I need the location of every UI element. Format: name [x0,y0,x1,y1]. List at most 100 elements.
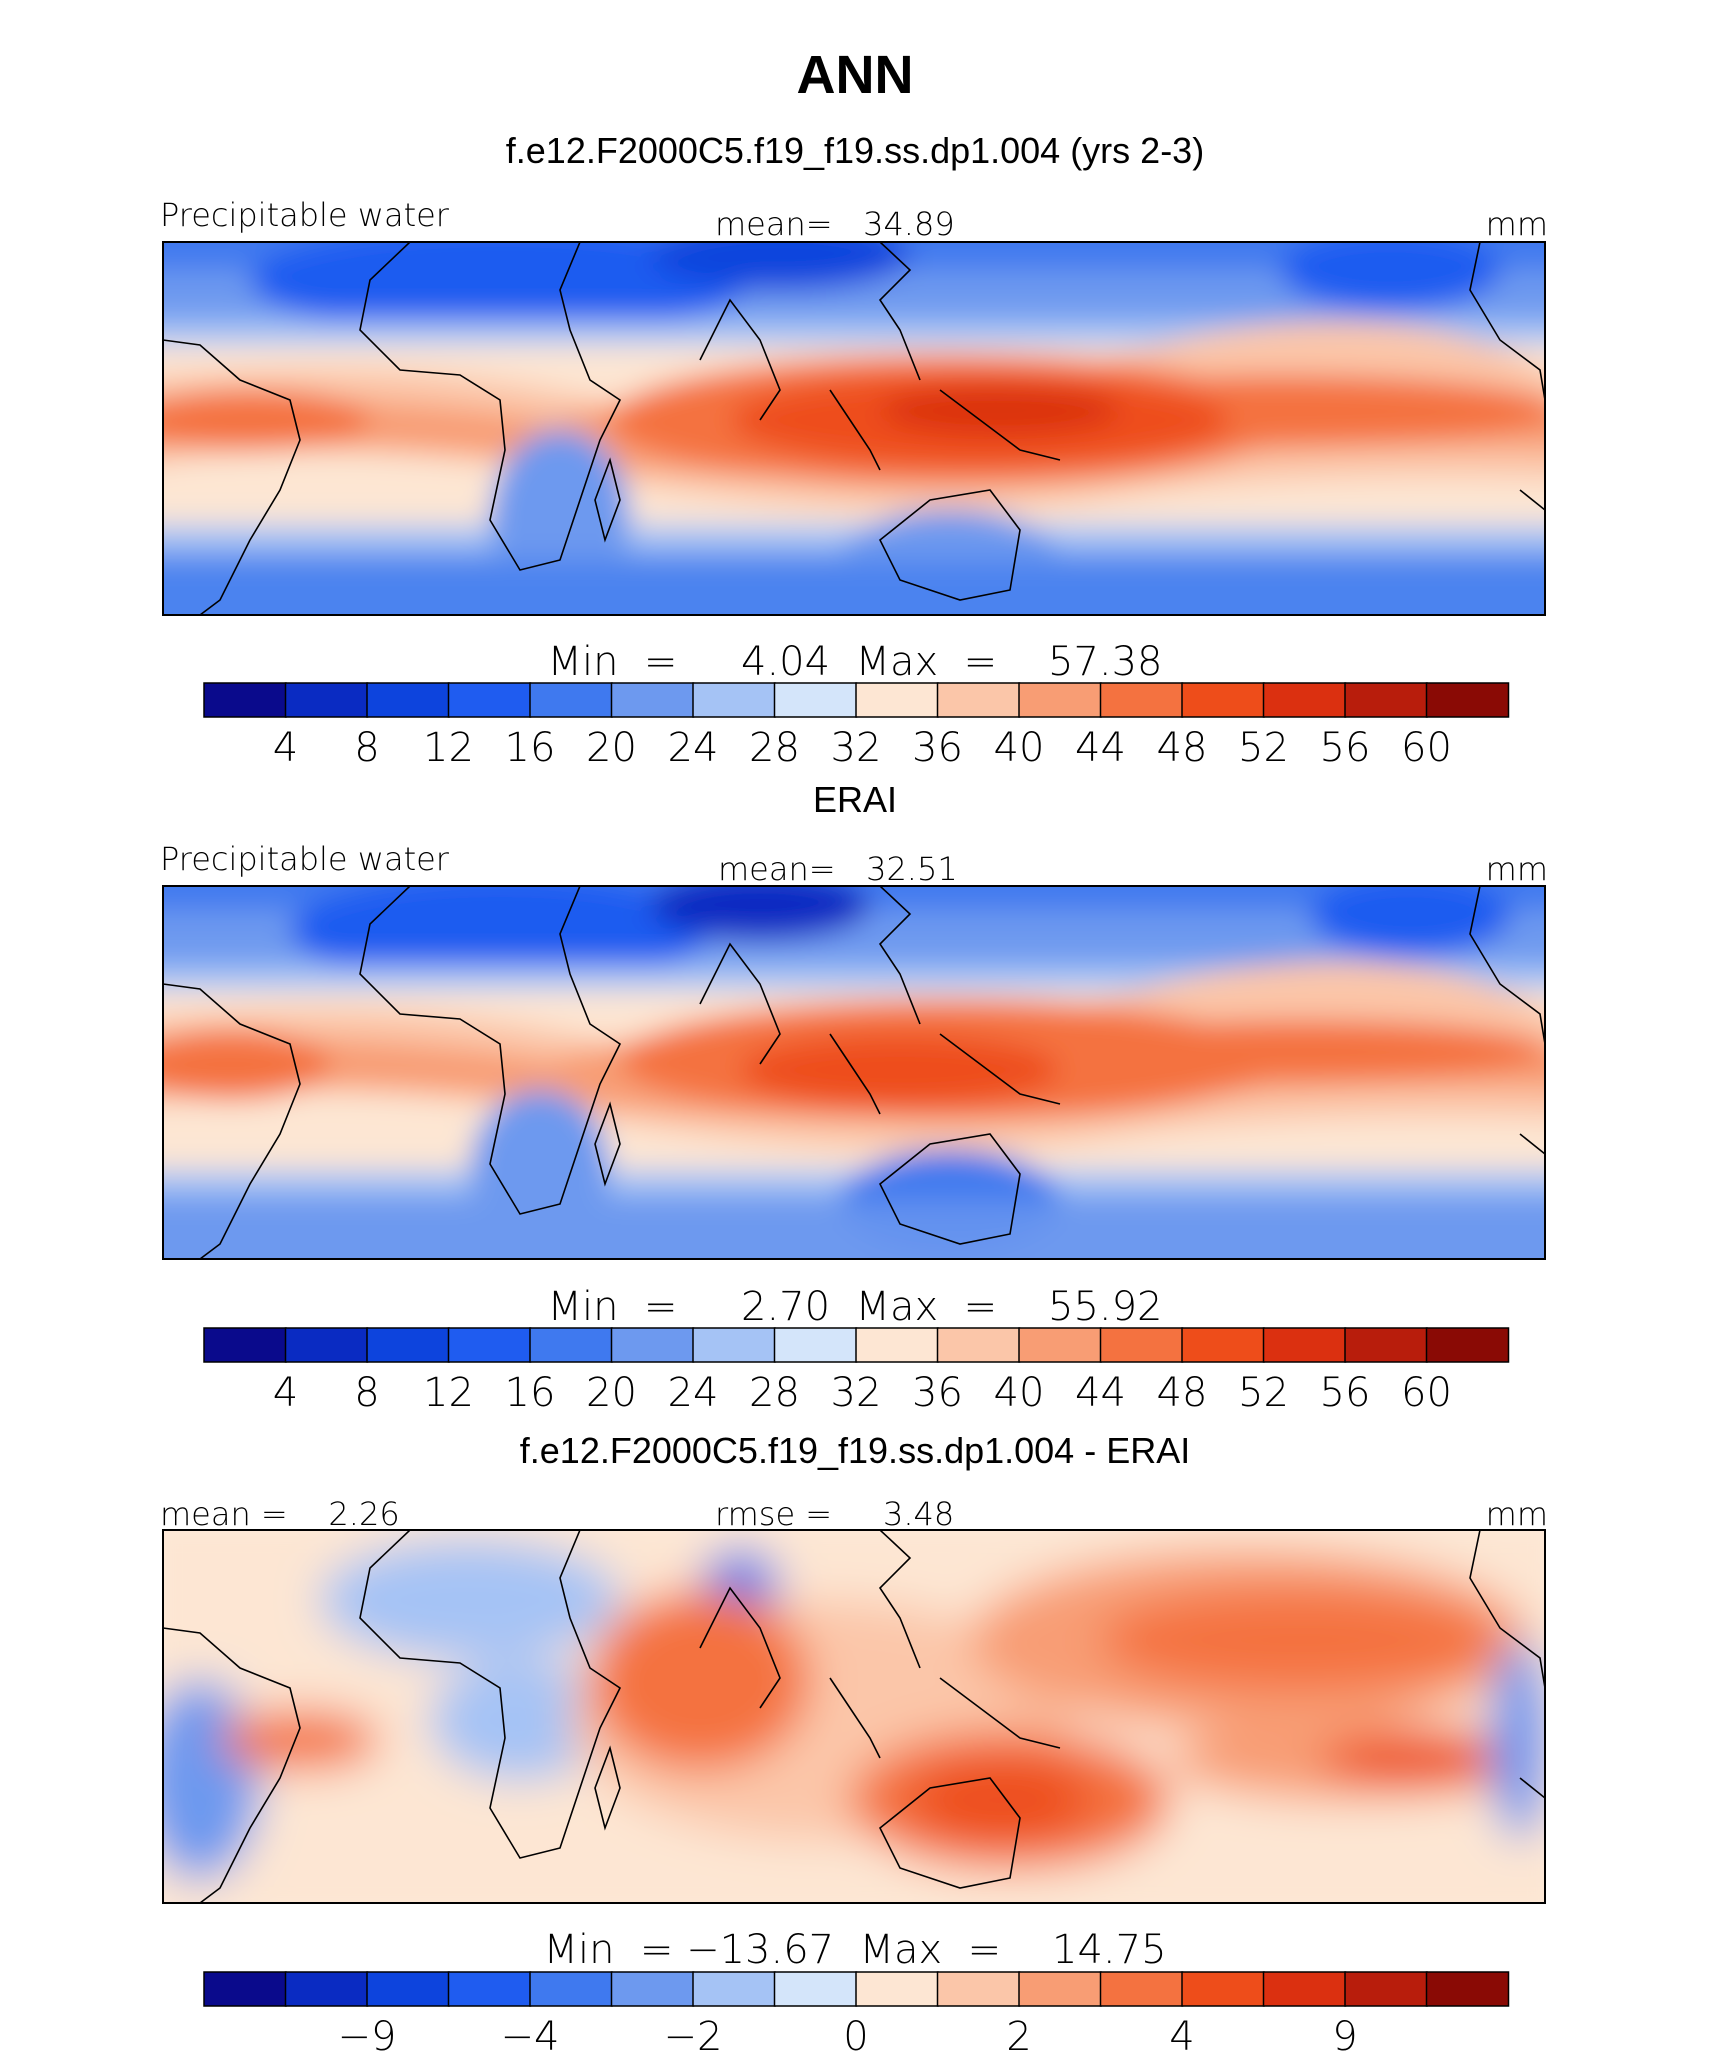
colorbar-tick-label: 36 [912,725,963,771]
colorbar-box [773,1327,858,1363]
colorbar-box [447,1327,532,1363]
colorbar-box [203,1327,287,1363]
colorbar-box [1262,682,1347,718]
colorbar-box [936,682,1021,718]
colorbar-tick-label: 40 [994,1370,1045,1416]
colorbar-tick-label: 28 [749,725,800,771]
left-label: Precipitable water [160,840,450,878]
colorbar-box [366,1971,450,2007]
colorbar-box [366,1327,450,1363]
map-frame [162,885,1546,1260]
coastlines [163,242,1545,615]
colorbar-box [1181,682,1265,718]
colorbar-tick-label: 4 [273,1370,298,1416]
colorbar-box [855,682,939,718]
colorbar-tick-label: 36 [912,1370,963,1416]
colorbar-tick-label: 20 [586,1370,637,1416]
center-label: mean= 32.51 [718,850,958,888]
center-label: rmse = 3.48 [715,1495,954,1533]
colorbar-box [936,1971,1021,2007]
panel-title: f.e12.F2000C5.f19_f19.ss.dp1.004 (yrs 2-… [506,130,1204,171]
colorbar-tick-label: 24 [668,1370,719,1416]
colorbar: 4 8 12 16 20 24 28 32 36 40 44 48 52 56 60 [203,1327,1510,1416]
colorbar-box [773,1971,858,2007]
colorbar-tick-label: 44 [1075,1370,1126,1416]
colorbar-tick-label: −9 [338,2014,397,2060]
colorbar-box [610,682,695,718]
colorbar-tick-label: 24 [668,725,719,771]
map-field [163,242,1545,615]
colorbar-box [1181,1327,1265,1363]
colorbar-tick-label: 2 [1006,2014,1031,2060]
colorbar-tick-label: 28 [749,1370,800,1416]
colorbar-box [447,682,532,718]
colorbar-box [1344,1971,1428,2007]
colorbar-box [1181,1971,1265,2007]
panel-diff: f.e12.F2000C5.f19_f19.ss.dp1.004 - ERAI … [160,1430,1548,2060]
colorbar-box [284,682,369,718]
colorbar-box [1018,682,1102,718]
colorbar-box [203,1971,287,2007]
colorbar-tick-label: 56 [1320,725,1371,771]
colorbar-tick-label: 9 [1332,2014,1357,2060]
colorbar-tick-label: 8 [354,1370,379,1416]
panel-title: ERAI [813,779,897,820]
colorbar-box [529,682,613,718]
colorbar-box [1425,682,1510,718]
colorbar-tick-label: 40 [994,725,1045,771]
colorbar-box [773,682,858,718]
map-field [163,886,1545,1259]
colorbar-box [1262,1971,1347,2007]
panel-title: f.e12.F2000C5.f19_f19.ss.dp1.004 - ERAI [520,1430,1190,1471]
units-label: mm [1486,850,1548,888]
colorbar-box [1344,1327,1428,1363]
colorbar-box [1262,1327,1347,1363]
colorbar-box [1018,1971,1102,2007]
figure-title: ANN [797,45,914,105]
colorbar-tick-label: 60 [1401,1370,1452,1416]
colorbar-tick-label: 4 [1169,2014,1194,2060]
colorbar-box [366,682,450,718]
stats-line: Min = 4.04 Max = 57.38 [548,639,1163,685]
stats-line: Min = 2.70 Max = 55.92 [548,1284,1163,1330]
stats-line: Min = −13.67 Max = 14.75 [543,1927,1166,1973]
colorbar-tick-label: −4 [501,2014,560,2060]
colorbar-box [855,1971,939,2007]
colorbar-box [447,1971,532,2007]
colorbar-box [1425,1327,1510,1363]
colorbar-box [1099,682,1184,718]
colorbar-tick-label: −2 [664,2014,723,2060]
colorbar-tick-label: 52 [1238,1370,1289,1416]
units-label: mm [1486,205,1548,243]
colorbar-box [692,1971,776,2007]
colorbar-tick-label: 44 [1075,725,1126,771]
colorbar-tick-label: 48 [1157,725,1208,771]
colorbar-tick-label: 16 [505,725,556,771]
colorbar-box [1425,1971,1510,2007]
colorbar-tick-label: 12 [423,1370,474,1416]
center-label: mean= 34.89 [715,205,955,243]
colorbar-tick-label: 8 [354,725,379,771]
colorbar-tick-label: 12 [423,725,474,771]
colorbar-tick-label: 32 [831,1370,882,1416]
colorbar-tick-label: 32 [831,725,882,771]
colorbar-tick-label: 60 [1401,725,1452,771]
colorbar-tick-label: 0 [843,2014,868,2060]
colorbar-box [1099,1971,1184,2007]
colorbar-box [855,1327,939,1363]
colorbar-box [284,1327,369,1363]
colorbar-box [529,1327,613,1363]
colorbar-box [1099,1327,1184,1363]
colorbar-box [529,1971,613,2007]
colorbar-box [936,1327,1021,1363]
colorbar: −9 −4 −2 0 2 4 9 [203,1971,1510,2060]
left-label: mean = 2.26 [160,1495,400,1533]
map-frame [162,241,1546,616]
panel-model: f.e12.F2000C5.f19_f19.ss.dp1.004 (yrs 2-… [160,130,1548,771]
coastlines [163,1530,1545,1903]
left-label: Precipitable water [160,196,450,234]
coastlines [163,886,1545,1259]
colorbar-box [692,682,776,718]
colorbar: 4 8 12 16 20 24 28 32 36 40 44 48 52 56 60 [203,682,1510,771]
